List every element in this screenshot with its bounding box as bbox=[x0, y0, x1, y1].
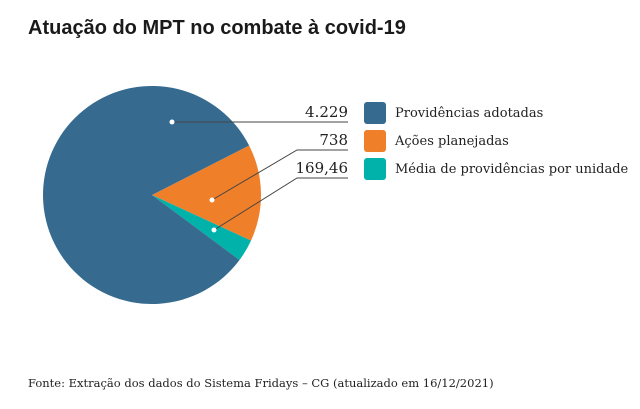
label-dot bbox=[169, 119, 175, 125]
pie-slice-2 bbox=[152, 195, 252, 260]
legend-item-providencias: Providências adotadas bbox=[364, 102, 543, 124]
legend-swatch bbox=[364, 102, 386, 124]
data-label: 4.229 bbox=[305, 103, 348, 121]
legend-swatch bbox=[364, 130, 386, 152]
leader-line bbox=[211, 149, 348, 201]
legend-label: Média de providências por unidade bbox=[395, 161, 629, 177]
legend-swatch bbox=[364, 158, 386, 180]
chart-title: Atuação do MPT no combate à covid-19 bbox=[28, 17, 406, 39]
data-label: 169,46 bbox=[296, 159, 349, 177]
legend-item-media: Média de providências por unidade bbox=[364, 158, 628, 180]
legend-label: Providências adotadas bbox=[395, 105, 544, 121]
legend-label: Ações planejadas bbox=[395, 133, 509, 149]
label-dot bbox=[211, 227, 217, 233]
pie-slice-0 bbox=[42, 86, 250, 304]
pie-slice-1 bbox=[152, 145, 261, 241]
source-note: Fonte: Extração dos dados do Sistema Fri… bbox=[28, 376, 494, 390]
legend-item-acoes: Ações planejadas bbox=[364, 130, 509, 152]
data-label: 738 bbox=[319, 131, 348, 149]
leader-line bbox=[213, 177, 348, 231]
label-dot bbox=[209, 197, 215, 203]
